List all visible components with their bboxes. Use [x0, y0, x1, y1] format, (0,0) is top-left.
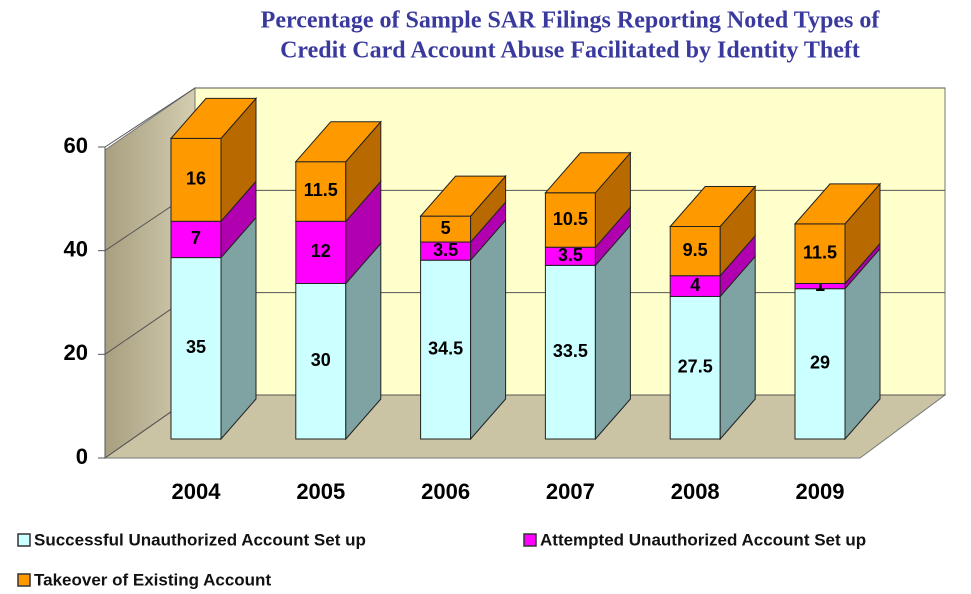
value-label: 11.5 — [304, 180, 338, 200]
value-label: 29 — [810, 353, 830, 373]
value-label: 33.5 — [553, 341, 588, 361]
value-label: 7 — [191, 228, 201, 248]
value-label: 34.5 — [428, 338, 463, 358]
value-label: 3.5 — [558, 245, 583, 265]
x-tick-label: 2005 — [296, 479, 345, 504]
value-label: 16 — [186, 169, 206, 189]
bar-top — [419, 175, 507, 217]
value-label: 5 — [441, 218, 451, 238]
value-label: 4 — [690, 275, 700, 295]
x-tick-label: 2008 — [671, 479, 720, 504]
x-tick-label: 2007 — [546, 479, 595, 504]
bar — [544, 264, 596, 440]
chart-title: Credit Card Account Abuse Facilitated by… — [280, 38, 860, 64]
bar — [420, 259, 472, 440]
value-label: 10.5 — [553, 209, 588, 229]
legend-swatch — [523, 533, 537, 547]
bar-top — [294, 121, 382, 163]
bar-top — [544, 152, 632, 194]
legend-label: Successful Unauthorized Account Set up — [34, 530, 366, 549]
value-label: 30 — [311, 350, 331, 370]
value-label: 11.5 — [803, 242, 837, 262]
value-label: 1 — [815, 275, 825, 295]
y-tick-label: 60 — [64, 133, 88, 158]
legend-label: Attempted Unauthorized Account Set up — [540, 530, 866, 549]
bar — [544, 192, 596, 248]
bar — [170, 220, 222, 259]
y-tick-label: 20 — [64, 340, 88, 365]
value-label: 9.5 — [683, 240, 708, 260]
bar — [295, 220, 347, 285]
x-tick-label: 2004 — [172, 479, 222, 504]
bar-top — [669, 185, 757, 227]
value-label: 27.5 — [678, 356, 713, 376]
value-label: 35 — [186, 337, 206, 357]
bar — [794, 288, 846, 440]
legend-label: Takeover of Existing Account — [34, 570, 271, 589]
x-tick-label: 2009 — [796, 479, 845, 504]
bar-top — [169, 97, 258, 139]
y-tick-label: 0 — [76, 444, 88, 469]
bar-top — [793, 183, 882, 225]
x-tick-label: 2006 — [421, 479, 470, 504]
value-label: 12 — [311, 241, 331, 261]
value-label: 3.5 — [433, 240, 458, 260]
legend-swatch — [17, 533, 31, 547]
bar — [420, 215, 472, 243]
grid-line — [104, 87, 196, 148]
legend-swatch — [17, 573, 31, 587]
y-tick-label: 40 — [64, 236, 88, 261]
bar — [669, 225, 721, 277]
chart-title: Percentage of Sample SAR Filings Reporti… — [261, 8, 881, 34]
